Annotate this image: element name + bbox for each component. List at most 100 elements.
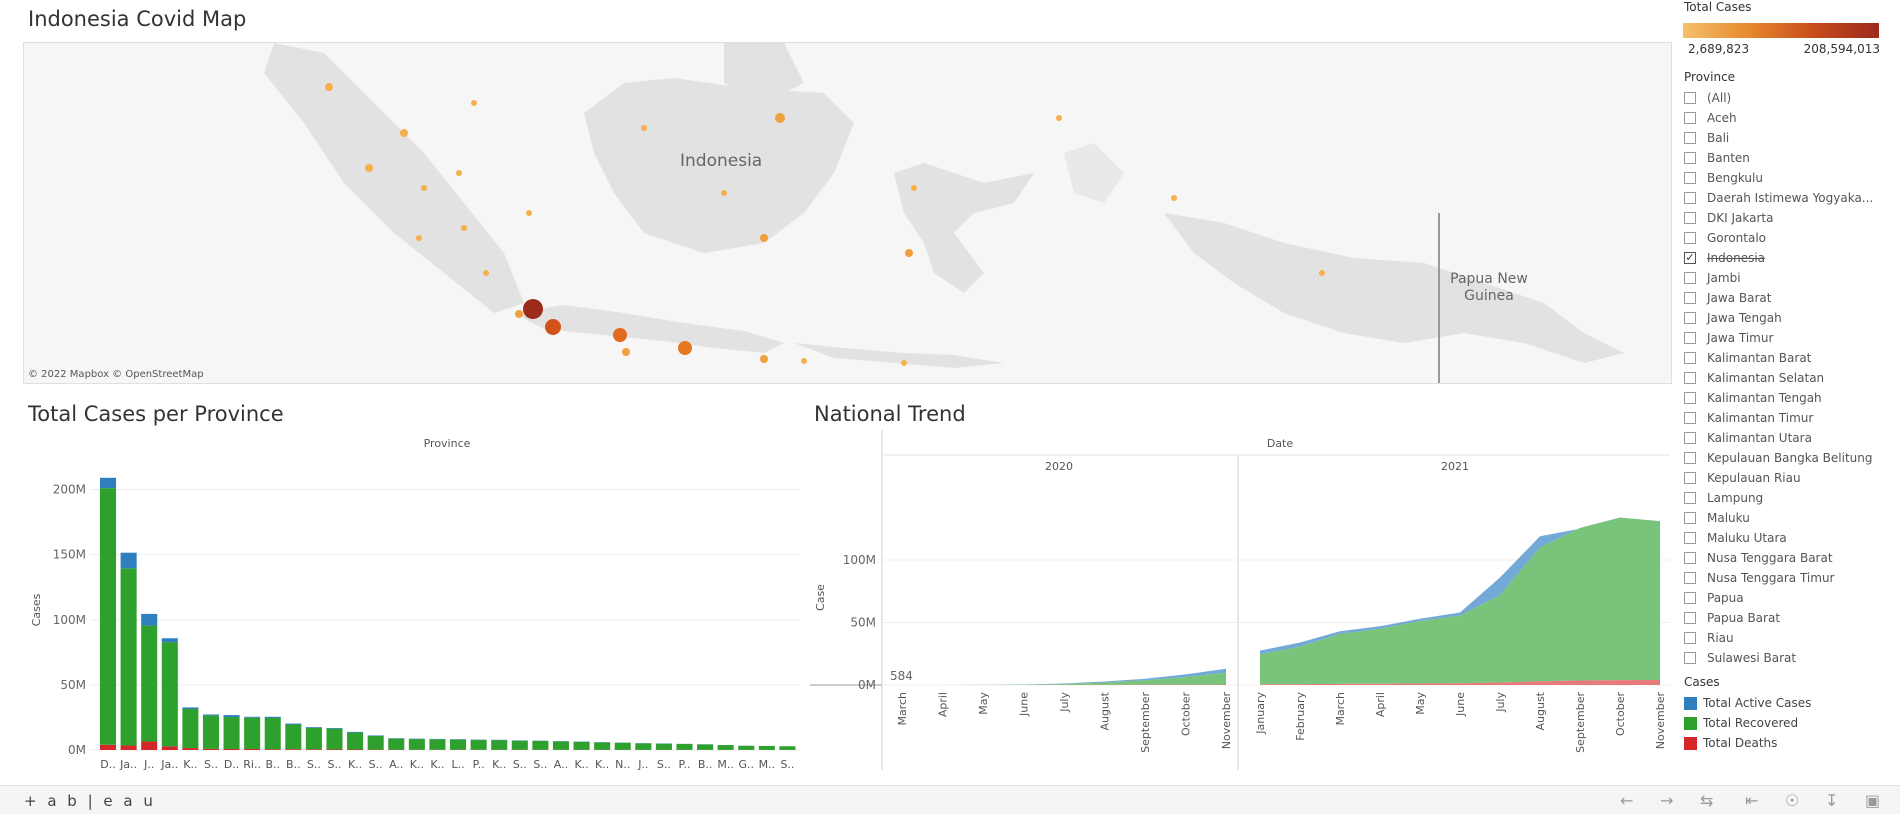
cases-legend-item[interactable]: Total Recovered bbox=[1684, 714, 1798, 732]
cases-legend-item[interactable]: Total Deaths bbox=[1684, 734, 1777, 752]
checkbox-icon[interactable] bbox=[1684, 412, 1696, 424]
bar-segment[interactable] bbox=[429, 739, 445, 749]
checkbox-icon[interactable] bbox=[1684, 652, 1696, 664]
checkbox-icon[interactable] bbox=[1684, 192, 1696, 204]
marker-lampung[interactable] bbox=[483, 270, 489, 276]
province-option[interactable]: Bengkulu bbox=[1684, 169, 1763, 187]
bar-segment[interactable] bbox=[141, 614, 157, 626]
province-option[interactable]: Papua Barat bbox=[1684, 609, 1780, 627]
checkbox-icon[interactable] bbox=[1684, 552, 1696, 564]
area-recovered[interactable] bbox=[902, 673, 1226, 685]
bar-segment[interactable] bbox=[697, 744, 713, 749]
bar-segment[interactable] bbox=[182, 709, 198, 748]
bar-segment[interactable] bbox=[285, 749, 301, 750]
bar-segment[interactable] bbox=[594, 742, 610, 749]
province-option[interactable]: Maluku bbox=[1684, 509, 1750, 527]
checkbox-icon[interactable] bbox=[1684, 312, 1696, 324]
checkbox-icon[interactable] bbox=[1684, 172, 1696, 184]
province-option[interactable]: Daerah Istimewa Yogyaka... bbox=[1684, 189, 1873, 207]
checkbox-icon[interactable] bbox=[1684, 292, 1696, 304]
bar-segment[interactable] bbox=[388, 739, 404, 750]
marker-jambi[interactable] bbox=[421, 185, 427, 191]
marker-sumut[interactable] bbox=[400, 129, 408, 137]
bar-segment[interactable] bbox=[615, 743, 631, 750]
bar-segment[interactable] bbox=[347, 733, 363, 750]
marker-sulsel[interactable] bbox=[905, 249, 913, 257]
marker-papua[interactable] bbox=[1319, 270, 1325, 276]
download-icon[interactable]: ↧ bbox=[1825, 791, 1838, 810]
checkbox-icon[interactable] bbox=[1684, 352, 1696, 364]
bar-segment[interactable] bbox=[676, 744, 692, 750]
checkbox-icon[interactable] bbox=[1684, 532, 1696, 544]
province-option[interactable]: Gorontalo bbox=[1684, 229, 1766, 247]
bar-segment[interactable] bbox=[285, 724, 301, 749]
bar-segment[interactable] bbox=[265, 717, 281, 718]
marker-aceh[interactable] bbox=[325, 83, 333, 91]
checkbox-icon[interactable] bbox=[1684, 272, 1696, 284]
bar-segment[interactable] bbox=[779, 746, 795, 750]
province-option[interactable]: Kepulauan Bangka Belitung bbox=[1684, 449, 1872, 467]
province-option[interactable]: Sulawesi Barat bbox=[1684, 649, 1796, 667]
checkbox-icon[interactable] bbox=[1684, 452, 1696, 464]
province-option[interactable]: DKI Jakarta bbox=[1684, 209, 1773, 227]
bar-segment[interactable] bbox=[265, 718, 281, 749]
marker-jawa-timur[interactable] bbox=[678, 341, 692, 355]
bar-segment[interactable] bbox=[265, 749, 281, 750]
province-option[interactable]: Kalimantan Tengah bbox=[1684, 389, 1822, 407]
bar-segment[interactable] bbox=[553, 741, 569, 749]
bar-segment[interactable] bbox=[368, 735, 384, 736]
marker-kalbar[interactable] bbox=[641, 125, 647, 131]
checkbox-icon[interactable] bbox=[1684, 372, 1696, 384]
bar-segment[interactable] bbox=[326, 728, 342, 729]
marker-dki-jakarta[interactable] bbox=[523, 299, 543, 319]
checkbox-icon[interactable] bbox=[1684, 592, 1696, 604]
province-option[interactable]: (All) bbox=[1684, 89, 1731, 107]
province-option[interactable]: Nusa Tenggara Barat bbox=[1684, 549, 1833, 567]
marker-bali[interactable] bbox=[760, 355, 768, 363]
checkbox-icon[interactable] bbox=[1684, 492, 1696, 504]
bar-segment[interactable] bbox=[121, 745, 137, 750]
bar-segment[interactable] bbox=[121, 553, 137, 569]
redo-icon[interactable]: → bbox=[1660, 791, 1673, 810]
revert-icon[interactable]: ⇆ bbox=[1700, 791, 1713, 810]
bar-segment[interactable] bbox=[471, 740, 487, 750]
marker-diy[interactable] bbox=[622, 348, 630, 356]
province-option[interactable]: Banten bbox=[1684, 149, 1750, 167]
province-option[interactable]: Lampung bbox=[1684, 489, 1763, 507]
bar-segment[interactable] bbox=[759, 746, 775, 750]
marker-kaltim[interactable] bbox=[775, 113, 785, 123]
checkbox-icon[interactable] bbox=[1684, 332, 1696, 344]
bar-segment[interactable] bbox=[491, 740, 507, 750]
marker-sumsel[interactable] bbox=[461, 225, 467, 231]
province-option[interactable]: Kalimantan Barat bbox=[1684, 349, 1811, 367]
bar-segment[interactable] bbox=[244, 749, 260, 750]
bar-segment[interactable] bbox=[224, 749, 240, 750]
checkbox-icon[interactable] bbox=[1684, 472, 1696, 484]
bar-segment[interactable] bbox=[121, 568, 137, 745]
bar-segment[interactable] bbox=[347, 732, 363, 733]
province-option[interactable]: Kepulauan Riau bbox=[1684, 469, 1801, 487]
province-option[interactable]: Jambi bbox=[1684, 269, 1741, 287]
marker-kalsel[interactable] bbox=[760, 234, 768, 242]
province-option[interactable]: Bali bbox=[1684, 129, 1729, 147]
bar-segment[interactable] bbox=[326, 729, 342, 750]
bar-segment[interactable] bbox=[224, 715, 240, 717]
bar-segment[interactable] bbox=[368, 736, 384, 750]
checkbox-icon[interactable] bbox=[1684, 132, 1696, 144]
reset-icon[interactable]: ⇤ bbox=[1745, 791, 1758, 810]
bar-segment[interactable] bbox=[203, 714, 219, 715]
bar-segment[interactable] bbox=[224, 717, 240, 749]
marker-sulteng[interactable] bbox=[911, 185, 917, 191]
marker-ntt[interactable] bbox=[901, 360, 907, 366]
bar-segment[interactable] bbox=[244, 718, 260, 749]
bar-segment[interactable] bbox=[574, 742, 590, 750]
bar-segment[interactable] bbox=[718, 745, 734, 750]
province-option[interactable]: Jawa Barat bbox=[1684, 289, 1771, 307]
bar-segment[interactable] bbox=[738, 746, 754, 750]
marker-kalteng[interactable] bbox=[721, 190, 727, 196]
fullscreen-icon[interactable]: ▣ bbox=[1865, 791, 1880, 810]
area-recovered[interactable] bbox=[1260, 518, 1660, 685]
bar-segment[interactable] bbox=[285, 724, 301, 725]
bar-segment[interactable] bbox=[244, 717, 260, 718]
checkbox-icon[interactable] bbox=[1684, 112, 1696, 124]
